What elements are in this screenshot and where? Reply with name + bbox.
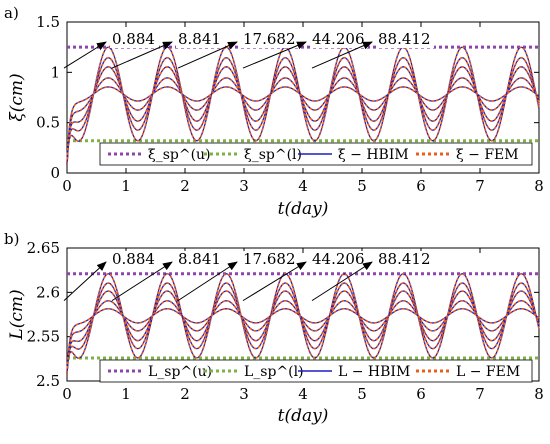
- annotation-bg: [176, 31, 225, 48]
- x-tick-label: 6: [416, 385, 426, 403]
- panel-label: b): [4, 230, 19, 248]
- annotation-label: 88.412: [378, 30, 431, 48]
- y-axis-label: L(cm): [7, 289, 27, 340]
- annotation-bg: [176, 251, 225, 268]
- annotation-arrow: [242, 261, 307, 302]
- annotation-arrow: [177, 261, 238, 302]
- legend-label-lower: L_sp^(l): [244, 364, 304, 380]
- y-tick-label: 0: [50, 164, 60, 182]
- y-tick-label: 0.5: [36, 114, 60, 132]
- legend-label-fem: L − FEM: [456, 364, 520, 380]
- x-axis-label: t(day): [278, 406, 329, 426]
- annotation-bg: [110, 31, 159, 48]
- x-tick-label: 3: [239, 177, 249, 195]
- fem-curve: [66, 86, 540, 164]
- y-tick-label: 2.6: [36, 283, 60, 301]
- annotation-bg: [310, 251, 368, 268]
- annotation-label: 44.206: [312, 30, 365, 48]
- x-tick-label: 4: [298, 177, 308, 195]
- x-tick-label: 6: [416, 177, 426, 195]
- fem-curve: [66, 299, 540, 374]
- y-tick-label: 2.5: [36, 372, 60, 390]
- annotation-arrow: [311, 261, 373, 302]
- x-axis-label: t(day): [278, 199, 329, 219]
- x-tick-label: 4: [298, 385, 308, 403]
- annotation-arrow: [111, 261, 173, 302]
- legend-label-fem: ξ − FEM: [456, 147, 519, 163]
- x-tick-label: 2: [180, 385, 190, 403]
- y-tick-label: 1: [50, 63, 60, 81]
- fem-curve: [66, 56, 540, 164]
- annotation-label: 17.682: [243, 30, 296, 48]
- annotation-bg: [310, 31, 368, 48]
- legend-label-hbim: ξ − HBIM: [338, 147, 409, 163]
- legend-label-upper: L_sp^(u): [148, 364, 212, 380]
- fem-curve: [66, 46, 540, 164]
- fem-curve: [66, 77, 540, 164]
- annotation-bg: [110, 251, 159, 268]
- x-tick-label: 5: [357, 385, 367, 403]
- fem-curve: [66, 307, 540, 374]
- y-tick-label: 1.5: [36, 13, 60, 31]
- x-tick-label: 5: [357, 177, 367, 195]
- annotation-label: 8.841: [178, 250, 221, 268]
- annotation-bg: [376, 31, 434, 48]
- annotation-label: 17.682: [243, 250, 296, 268]
- x-tick-label: 1: [121, 177, 131, 195]
- x-tick-label: 8: [534, 177, 544, 195]
- annotation-arrow: [63, 261, 107, 301]
- x-tick-label: 7: [475, 385, 485, 403]
- x-tick-label: 3: [239, 385, 249, 403]
- fem-curve: [66, 282, 540, 374]
- legend: L_sp^(u) L_sp^(l) L − HBIM L − FEM: [99, 359, 533, 383]
- panel-label: a): [4, 4, 19, 22]
- fem-curve: [66, 272, 540, 374]
- x-tick-label: 2: [180, 177, 190, 195]
- y-tick-label: 2.65: [27, 239, 60, 257]
- annotation-arrow: [111, 41, 173, 69]
- legend-label-upper: ξ_sp^(u): [148, 147, 211, 163]
- x-tick-label: 0: [62, 177, 72, 195]
- annotation-label: 88.412: [378, 250, 431, 268]
- chart-panel-b: 0 1 2 3 4 5 6 7 8 2.5 2.55 2.6 2.65 t(day) L(cm) b) 0.88…: [4, 230, 544, 426]
- annotation-arrow: [242, 41, 307, 69]
- legend-label-lower: ξ_sp^(l): [244, 147, 302, 163]
- fem-curve: [66, 290, 540, 374]
- legend-label-hbim: L − HBIM: [338, 364, 410, 380]
- x-tick-label: 7: [475, 177, 485, 195]
- annotation-label: 8.841: [178, 30, 221, 48]
- annotation-label: 44.206: [312, 250, 365, 268]
- annotation-label: 0.884: [112, 30, 155, 48]
- annotation-bg: [376, 251, 434, 268]
- legend: ξ_sp^(u) ξ_sp^(l) ξ − HBIM ξ − FEM: [99, 142, 533, 166]
- annotation-bg: [241, 251, 299, 268]
- annotation-bg: [241, 31, 299, 48]
- x-tick-label: 0: [62, 385, 72, 403]
- x-tick-label: 8: [534, 385, 544, 403]
- fem-curve: [66, 65, 540, 164]
- annotation-arrow: [63, 41, 107, 69]
- chart-panel-a: 0 1 2 3 4 5 6 7 8 0 0.5 1 1.5 t(day) ξ(cm) a) 0.884 8.841…: [4, 4, 544, 219]
- x-tick-label: 1: [121, 385, 131, 403]
- y-axis-label: ξ(cm): [7, 73, 27, 121]
- annotation-label: 0.884: [112, 250, 155, 268]
- annotation-arrow: [177, 41, 238, 69]
- y-tick-label: 2.55: [27, 328, 60, 346]
- annotation-arrow: [311, 41, 373, 69]
